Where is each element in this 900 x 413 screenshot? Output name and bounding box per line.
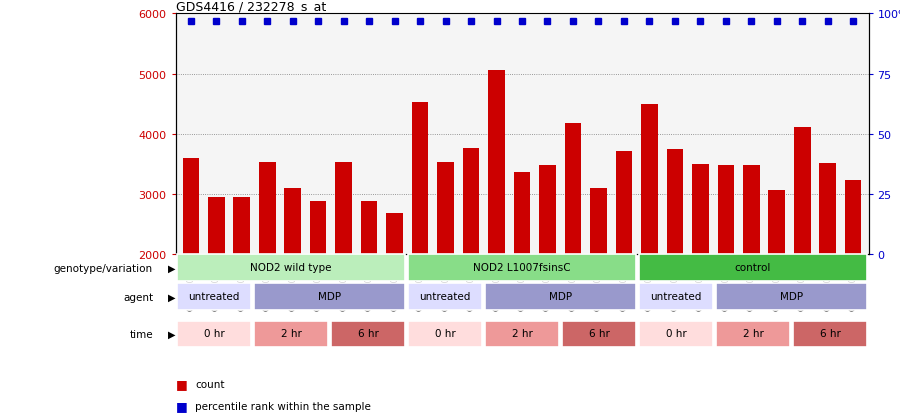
Bar bbox=[514, 173, 530, 254]
Text: MDP: MDP bbox=[780, 291, 803, 301]
Text: percentile rank within the sample: percentile rank within the sample bbox=[195, 401, 371, 411]
Text: control: control bbox=[734, 262, 771, 273]
Bar bbox=[793, 321, 868, 347]
Text: NOD2 L1007fsinsC: NOD2 L1007fsinsC bbox=[473, 262, 571, 273]
Bar bbox=[386, 213, 403, 254]
Text: untreated: untreated bbox=[651, 291, 702, 301]
Bar bbox=[259, 162, 275, 254]
Text: ▶: ▶ bbox=[168, 292, 176, 302]
Text: NOD2 wild type: NOD2 wild type bbox=[250, 262, 332, 273]
Bar bbox=[208, 197, 224, 254]
Bar bbox=[176, 284, 251, 310]
Bar bbox=[716, 284, 868, 310]
Bar bbox=[330, 321, 406, 347]
Bar bbox=[254, 284, 406, 310]
Text: 2 hr: 2 hr bbox=[742, 328, 763, 339]
Bar bbox=[845, 180, 861, 254]
Bar bbox=[310, 202, 327, 254]
Bar bbox=[284, 188, 301, 254]
Bar bbox=[336, 162, 352, 254]
Bar bbox=[638, 284, 714, 310]
Text: ■: ■ bbox=[176, 399, 187, 412]
Bar bbox=[769, 190, 785, 254]
Bar bbox=[408, 255, 636, 281]
Bar bbox=[254, 321, 328, 347]
Text: untreated: untreated bbox=[419, 291, 471, 301]
Text: untreated: untreated bbox=[188, 291, 239, 301]
Text: 6 hr: 6 hr bbox=[589, 328, 609, 339]
Text: ▶: ▶ bbox=[168, 329, 176, 339]
Bar bbox=[641, 105, 658, 254]
Bar bbox=[183, 158, 199, 254]
Text: genotype/variation: genotype/variation bbox=[54, 263, 153, 273]
Text: 2 hr: 2 hr bbox=[511, 328, 533, 339]
Text: 6 hr: 6 hr bbox=[820, 328, 841, 339]
Bar bbox=[562, 321, 636, 347]
Bar bbox=[564, 123, 581, 254]
Text: 0 hr: 0 hr bbox=[203, 328, 224, 339]
Bar bbox=[176, 255, 406, 281]
Bar bbox=[716, 321, 790, 347]
Bar bbox=[539, 166, 556, 254]
Text: ▶: ▶ bbox=[168, 263, 176, 273]
Bar bbox=[692, 165, 708, 254]
Bar bbox=[794, 128, 811, 254]
Bar bbox=[743, 165, 760, 254]
Bar bbox=[488, 71, 505, 254]
Bar bbox=[616, 152, 632, 254]
Bar bbox=[463, 149, 480, 254]
Bar bbox=[361, 202, 377, 254]
Text: ■: ■ bbox=[176, 377, 187, 391]
Bar bbox=[590, 189, 607, 254]
Bar bbox=[820, 164, 836, 254]
Text: MDP: MDP bbox=[549, 291, 572, 301]
Bar bbox=[233, 197, 250, 254]
Bar bbox=[638, 255, 868, 281]
Bar bbox=[717, 165, 734, 254]
Bar bbox=[412, 102, 428, 254]
Text: 6 hr: 6 hr bbox=[357, 328, 378, 339]
Text: 0 hr: 0 hr bbox=[435, 328, 455, 339]
Bar bbox=[638, 321, 714, 347]
Bar bbox=[176, 321, 251, 347]
Text: count: count bbox=[195, 379, 225, 389]
Bar bbox=[408, 284, 482, 310]
Text: MDP: MDP bbox=[318, 291, 341, 301]
Text: 0 hr: 0 hr bbox=[666, 328, 687, 339]
Bar bbox=[408, 321, 482, 347]
Text: agent: agent bbox=[123, 292, 153, 302]
Bar bbox=[484, 284, 636, 310]
Bar bbox=[437, 163, 454, 254]
Text: GDS4416 / 232278_s_at: GDS4416 / 232278_s_at bbox=[176, 0, 326, 13]
Text: 2 hr: 2 hr bbox=[281, 328, 302, 339]
Text: time: time bbox=[130, 329, 153, 339]
Bar bbox=[667, 150, 683, 254]
Bar bbox=[484, 321, 560, 347]
